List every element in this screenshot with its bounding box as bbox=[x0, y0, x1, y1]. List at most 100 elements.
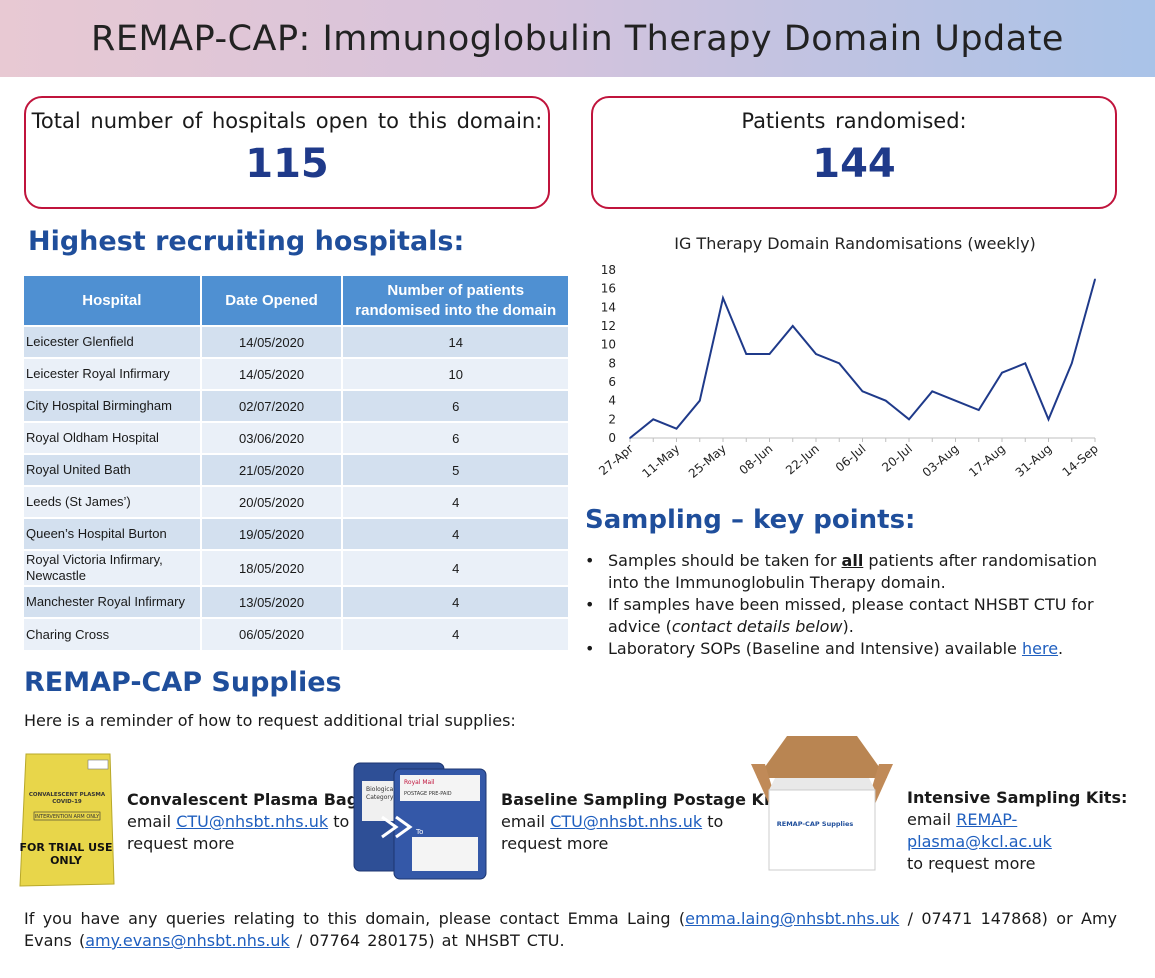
column-header-patients: Number of patients randomised into the d… bbox=[342, 276, 570, 326]
cell-date-opened: 19/05/2020 bbox=[200, 517, 344, 550]
column-header-date-opened: Date Opened bbox=[200, 276, 344, 326]
supplies-intro: Here is a reminder of how to request add… bbox=[24, 711, 516, 730]
supply-title: Convalescent Plasma Bags: bbox=[127, 790, 375, 809]
svg-text:INTERVENTION ARM ONLY: INTERVENTION ARM ONLY bbox=[35, 814, 100, 820]
y-tick-label: 18 bbox=[601, 263, 616, 277]
table-row: Leicester Glenfield 14/05/2020 14 bbox=[24, 325, 570, 358]
table-row: Royal Oldham Hospital 03/06/2020 6 bbox=[24, 421, 570, 454]
cell-patients: 6 bbox=[342, 389, 570, 422]
kcl-email-link[interactable]: REMAP-plasma@kcl.ac.uk bbox=[907, 810, 1052, 851]
x-tick-label: 27-Apr bbox=[596, 442, 636, 479]
data-point bbox=[1047, 418, 1050, 421]
svg-text:Category: Category bbox=[366, 794, 394, 801]
hospitals-open-value: 115 bbox=[245, 141, 329, 187]
svg-text:ONLY: ONLY bbox=[50, 854, 83, 867]
data-point bbox=[1070, 362, 1073, 365]
emma-email-link[interactable]: emma.laing@nhsbt.nhs.uk bbox=[685, 909, 900, 928]
emphasis-all: all bbox=[841, 551, 864, 570]
cell-patients: 4 bbox=[342, 485, 570, 518]
svg-text:FOR TRIAL USE: FOR TRIAL USE bbox=[20, 841, 113, 854]
cell-hospital: Royal Oldham Hospital bbox=[24, 421, 202, 454]
data-point bbox=[698, 399, 701, 402]
column-header-hospital: Hospital bbox=[24, 276, 202, 326]
sampling-point: Samples should be taken for all patients… bbox=[585, 550, 1130, 594]
ctu-email-link[interactable]: CTU@nhsbt.nhs.uk bbox=[550, 812, 703, 831]
sampling-point: Laboratory SOPs (Baseline and Intensive)… bbox=[585, 638, 1130, 660]
supply-item-baseline-kits: Baseline Sampling Postage Kits: email CT… bbox=[501, 790, 793, 853]
x-tick-label: 22-Jun bbox=[783, 442, 822, 478]
cell-hospital: Leicester Glenfield bbox=[24, 325, 202, 358]
data-point bbox=[954, 399, 957, 402]
data-point bbox=[745, 353, 748, 355]
supplies-title: REMAP-CAP Supplies bbox=[24, 667, 342, 698]
x-tick-label: 20-Jul bbox=[879, 442, 915, 475]
sops-here-link[interactable]: here bbox=[1021, 639, 1059, 658]
cell-date-opened: 14/05/2020 bbox=[200, 325, 344, 358]
cell-hospital: Leeds (St James’) bbox=[24, 485, 202, 518]
cell-patients: 4 bbox=[342, 617, 570, 650]
series-line bbox=[629, 279, 1096, 439]
sampling-box-image: REMAP-CAP Supplies bbox=[751, 736, 893, 871]
hospitals-open-box: Total number of hospitals open to this d… bbox=[24, 96, 550, 209]
cell-patients: 4 bbox=[342, 549, 570, 586]
cell-date-opened: 06/05/2020 bbox=[200, 617, 344, 650]
cell-hospital: Royal Victoria Infirmary, Newcastle bbox=[24, 549, 202, 586]
postage-kit-image: Biological Category Royal Mail POSTAGE P… bbox=[353, 762, 487, 880]
table-row: Leeds (St James’) 20/05/2020 4 bbox=[24, 485, 570, 518]
svg-text:COVID-19: COVID-19 bbox=[52, 799, 82, 805]
data-point bbox=[838, 362, 841, 365]
highest-recruiting-title: Highest recruiting hospitals: bbox=[28, 226, 465, 257]
y-tick-label: 10 bbox=[601, 338, 616, 352]
cell-patients: 4 bbox=[342, 585, 570, 618]
data-point bbox=[815, 353, 817, 355]
y-tick-label: 4 bbox=[608, 394, 616, 408]
contact-footer: If you have any queries relating to this… bbox=[24, 909, 1118, 950]
data-point bbox=[908, 418, 910, 421]
supply-item-plasma-bags: Convalescent Plasma Bags: email CTU@nhsb… bbox=[127, 790, 375, 853]
svg-text:Royal Mail: Royal Mail bbox=[404, 779, 435, 786]
y-tick-label: 12 bbox=[601, 319, 616, 333]
cell-patients: 10 bbox=[342, 357, 570, 390]
x-tick-label: 06-Jul bbox=[833, 442, 869, 475]
ctu-email-link[interactable]: CTU@nhsbt.nhs.uk bbox=[176, 812, 329, 831]
data-point bbox=[652, 418, 655, 421]
data-point bbox=[722, 297, 724, 299]
supply-item-intensive-kits: Intensive Sampling Kits: email REMAP-pla… bbox=[907, 787, 1155, 875]
cell-hospital: Leicester Royal Infirmary bbox=[24, 357, 202, 390]
contact-details-note: contact details below bbox=[671, 617, 843, 636]
svg-text:POSTAGE PRE-PAID: POSTAGE PRE-PAID bbox=[404, 791, 452, 797]
data-point bbox=[1024, 362, 1027, 365]
table-row: Royal United Bath 21/05/2020 5 bbox=[24, 453, 570, 486]
y-tick-label: 14 bbox=[601, 300, 616, 314]
sampling-point: If samples have been missed, please cont… bbox=[585, 594, 1130, 638]
svg-text:REMAP-CAP Supplies: REMAP-CAP Supplies bbox=[777, 820, 854, 828]
cell-date-opened: 20/05/2020 bbox=[200, 485, 344, 518]
y-tick-label: 0 bbox=[608, 431, 616, 445]
cell-date-opened: 03/06/2020 bbox=[200, 421, 344, 454]
y-tick-label: 6 bbox=[608, 375, 616, 389]
data-point bbox=[1094, 278, 1096, 281]
cell-hospital: Manchester Royal Infirmary bbox=[24, 585, 202, 618]
data-point bbox=[791, 325, 794, 327]
hospitals-open-label: Total number of hospitals open to this d… bbox=[31, 109, 543, 133]
cell-hospital: City Hospital Birmingham bbox=[24, 389, 202, 422]
cell-date-opened: 14/05/2020 bbox=[200, 357, 344, 390]
sampling-points-list: Samples should be taken for all patients… bbox=[585, 550, 1130, 660]
amy-email-link[interactable]: amy.evans@nhsbt.nhs.uk bbox=[85, 931, 290, 950]
cell-date-opened: 18/05/2020 bbox=[200, 549, 344, 586]
table-row: Leicester Royal Infirmary 14/05/2020 10 bbox=[24, 357, 570, 390]
data-point bbox=[1001, 371, 1003, 374]
x-tick-label: 14-Sep bbox=[1060, 442, 1101, 480]
cell-patients: 5 bbox=[342, 453, 570, 486]
y-tick-label: 8 bbox=[608, 356, 616, 370]
supply-title: Baseline Sampling Postage Kits: bbox=[501, 790, 793, 809]
hospital-table: Hospital Date Opened Number of patients … bbox=[24, 276, 570, 650]
svg-text:Biological: Biological bbox=[366, 786, 395, 793]
chart-title: IG Therapy Domain Randomisations (weekly… bbox=[674, 234, 1036, 253]
data-point bbox=[768, 353, 771, 355]
page-title: REMAP-CAP: Immunoglobulin Therapy Domain… bbox=[91, 18, 1064, 59]
sampling-title: Sampling – key points: bbox=[585, 505, 916, 535]
table-row: Charing Cross 06/05/2020 4 bbox=[24, 617, 570, 650]
x-tick-label: 03-Aug bbox=[920, 442, 962, 480]
